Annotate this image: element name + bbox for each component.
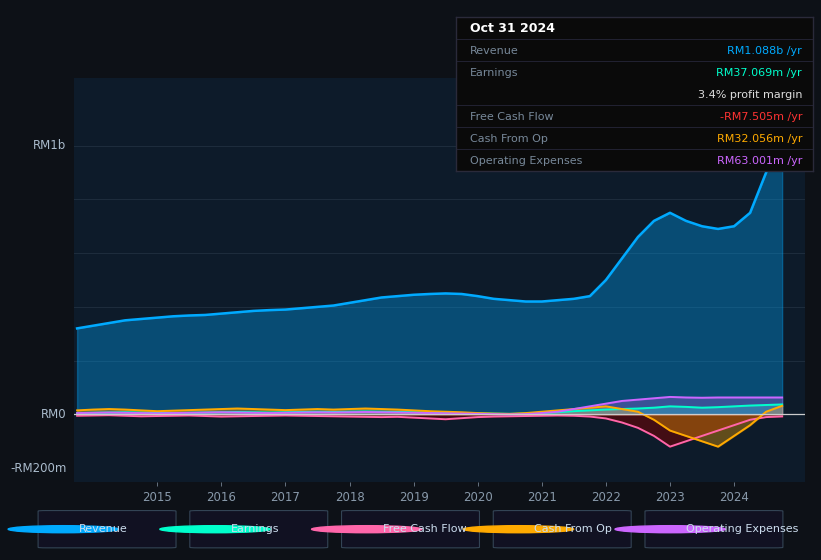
FancyBboxPatch shape bbox=[190, 511, 328, 548]
Text: Revenue: Revenue bbox=[79, 524, 128, 534]
Circle shape bbox=[312, 526, 422, 533]
Text: RM1.088b /yr: RM1.088b /yr bbox=[727, 46, 802, 56]
Text: Earnings: Earnings bbox=[470, 68, 518, 78]
Text: -RM200m: -RM200m bbox=[10, 461, 67, 475]
Text: Cash From Op: Cash From Op bbox=[470, 134, 548, 144]
Text: RM63.001m /yr: RM63.001m /yr bbox=[717, 156, 802, 166]
Text: 3.4% profit margin: 3.4% profit margin bbox=[698, 90, 802, 100]
Text: -RM7.505m /yr: -RM7.505m /yr bbox=[719, 112, 802, 122]
Text: Free Cash Flow: Free Cash Flow bbox=[383, 524, 466, 534]
Circle shape bbox=[463, 526, 574, 533]
Text: Operating Expenses: Operating Expenses bbox=[686, 524, 798, 534]
Text: RM37.069m /yr: RM37.069m /yr bbox=[717, 68, 802, 78]
FancyBboxPatch shape bbox=[645, 511, 783, 548]
Text: Earnings: Earnings bbox=[231, 524, 279, 534]
Text: Oct 31 2024: Oct 31 2024 bbox=[470, 22, 555, 35]
Text: RM1b: RM1b bbox=[34, 139, 67, 152]
FancyBboxPatch shape bbox=[38, 511, 176, 548]
Text: Cash From Op: Cash From Op bbox=[534, 524, 612, 534]
Circle shape bbox=[615, 526, 726, 533]
Circle shape bbox=[8, 526, 118, 533]
Circle shape bbox=[160, 526, 270, 533]
Text: Revenue: Revenue bbox=[470, 46, 519, 56]
Text: RM32.056m /yr: RM32.056m /yr bbox=[717, 134, 802, 144]
FancyBboxPatch shape bbox=[342, 511, 479, 548]
Text: RM0: RM0 bbox=[41, 408, 67, 421]
FancyBboxPatch shape bbox=[493, 511, 631, 548]
Text: Free Cash Flow: Free Cash Flow bbox=[470, 112, 553, 122]
Text: Operating Expenses: Operating Expenses bbox=[470, 156, 582, 166]
